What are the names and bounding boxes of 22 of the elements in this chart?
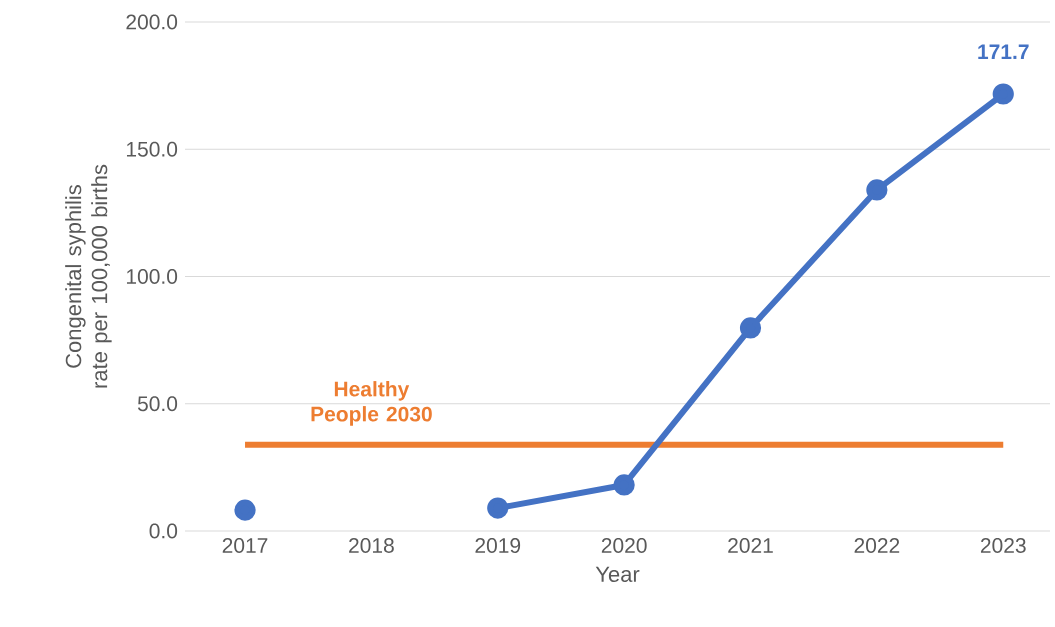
point <box>866 179 888 201</box>
data-label: 171.7 <box>978 44 1029 59</box>
y-tick-label: 0.0 <box>149 523 178 539</box>
point <box>739 317 762 339</box>
y-tick-label: 100.0 <box>126 269 178 284</box>
x-tick-label: 2021 <box>728 538 773 553</box>
x-tick-label: 2017 <box>222 538 268 553</box>
point <box>234 499 256 521</box>
x-tick-label: 2022 <box>854 538 900 553</box>
x-axis-title: Year <box>595 566 640 583</box>
x-tick-label: 2020 <box>601 538 647 553</box>
y-tick-label: 150.0 <box>126 141 178 157</box>
x-tick-label: 2018 <box>349 538 394 553</box>
point <box>487 497 509 519</box>
y-tick-label: 50.0 <box>137 396 178 412</box>
y-axis-title: Congenital syphilis rate per 100,000 births <box>65 164 112 388</box>
point <box>613 474 635 496</box>
x-tick-label: 2019 <box>475 538 521 553</box>
point <box>992 83 1014 105</box>
y-tick-label: 200.0 <box>126 14 178 30</box>
ref-line-label: Healthy People 2030 <box>311 381 432 426</box>
x-tick-label: 2023 <box>980 538 1026 553</box>
